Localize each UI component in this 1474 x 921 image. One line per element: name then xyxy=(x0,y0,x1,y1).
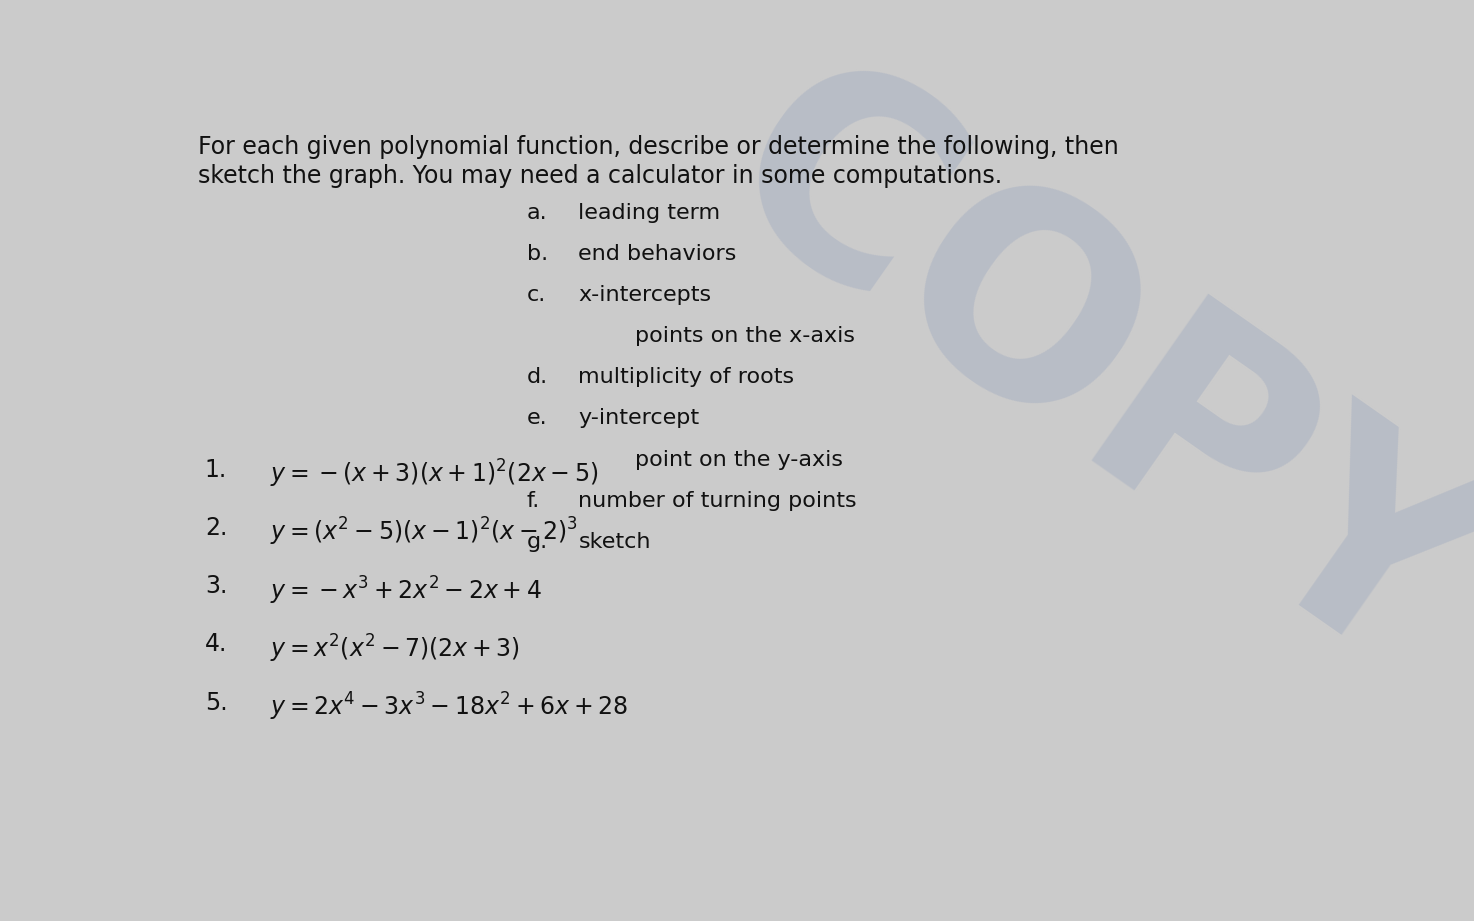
Text: $y=2x^4-3x^3-18x^2+6x+28$: $y=2x^4-3x^3-18x^2+6x+28$ xyxy=(270,691,628,723)
Text: $y=x^2(x^2-7)(2x+3)$: $y=x^2(x^2-7)(2x+3)$ xyxy=(270,633,520,665)
Text: 5.: 5. xyxy=(205,691,227,715)
Text: sketch the graph. You may need a calculator in some computations.: sketch the graph. You may need a calcula… xyxy=(198,164,1002,188)
Text: leading term: leading term xyxy=(578,203,721,223)
Text: point on the y-axis: point on the y-axis xyxy=(635,449,843,470)
Text: COPY: COPY xyxy=(675,27,1474,733)
Text: 3.: 3. xyxy=(205,575,227,599)
Text: g.: g. xyxy=(528,531,548,552)
Text: multiplicity of roots: multiplicity of roots xyxy=(578,367,794,387)
Text: b.: b. xyxy=(528,244,548,263)
Text: $y=-(x+3)(x+1)^2(2x-5)$: $y=-(x+3)(x+1)^2(2x-5)$ xyxy=(270,458,598,490)
Text: $y=-x^3+2x^2-2x+4$: $y=-x^3+2x^2-2x+4$ xyxy=(270,575,542,607)
Text: y-intercept: y-intercept xyxy=(578,408,700,428)
Text: $y=(x^2-5)(x-1)^2(x-2)^3$: $y=(x^2-5)(x-1)^2(x-2)^3$ xyxy=(270,516,578,548)
Text: a.: a. xyxy=(528,203,547,223)
Text: 1.: 1. xyxy=(205,458,227,482)
Text: c.: c. xyxy=(528,285,547,305)
Text: points on the x-axis: points on the x-axis xyxy=(635,326,855,346)
Text: 2.: 2. xyxy=(205,516,227,540)
Text: x-intercepts: x-intercepts xyxy=(578,285,712,305)
Text: f.: f. xyxy=(528,491,539,510)
Text: For each given polynomial function, describe or determine the following, then: For each given polynomial function, desc… xyxy=(198,135,1119,159)
Text: 4.: 4. xyxy=(205,633,227,657)
Text: d.: d. xyxy=(528,367,548,387)
Text: end behaviors: end behaviors xyxy=(578,244,737,263)
Text: number of turning points: number of turning points xyxy=(578,491,856,510)
Text: e.: e. xyxy=(528,408,547,428)
Text: sketch: sketch xyxy=(578,531,652,552)
